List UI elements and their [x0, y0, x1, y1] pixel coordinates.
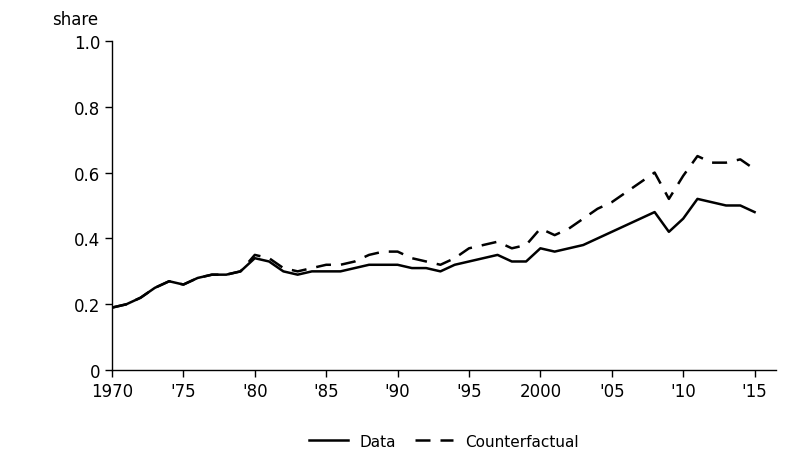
Data: [350, 266, 359, 271]
Data: [707, 200, 717, 206]
Counterfactual: [678, 174, 688, 179]
Data: [493, 252, 502, 258]
Counterfactual: [436, 263, 446, 268]
Counterfactual: [378, 249, 388, 255]
Counterfactual: [393, 249, 402, 255]
Data: [622, 223, 631, 229]
Data: [735, 203, 745, 209]
Counterfactual: [164, 279, 174, 284]
Data: [322, 269, 331, 275]
Text: share: share: [52, 11, 98, 29]
Counterfactual: [722, 161, 731, 166]
Data: [307, 269, 317, 275]
Counterfactual: [222, 272, 231, 278]
Data: [578, 243, 588, 248]
Data: [178, 282, 188, 288]
Data: [407, 266, 417, 271]
Counterfactual: [493, 239, 502, 245]
Counterfactual: [550, 233, 559, 238]
Data: [750, 210, 759, 215]
Data: [535, 246, 545, 251]
Counterfactual: [564, 226, 574, 232]
Data: [264, 259, 274, 265]
Data: [422, 266, 431, 271]
Data: [122, 302, 131, 307]
Data: [607, 230, 617, 235]
Data: [664, 230, 674, 235]
Counterfactual: [364, 252, 374, 258]
Counterfactual: [522, 243, 531, 248]
Counterfactual: [307, 266, 317, 271]
Data: [478, 256, 488, 262]
Data: [593, 236, 602, 242]
Data: [164, 279, 174, 284]
Counterfactual: [178, 282, 188, 288]
Counterfactual: [278, 266, 288, 271]
Counterfactual: [250, 252, 259, 258]
Line: Data: Data: [112, 200, 754, 308]
Data: [336, 269, 346, 275]
Data: [107, 305, 117, 311]
Data: [293, 272, 302, 278]
Data: [464, 259, 474, 265]
Data: [635, 216, 645, 222]
Data: [150, 285, 160, 291]
Counterfactual: [750, 167, 759, 173]
Counterfactual: [635, 180, 645, 186]
Counterfactual: [264, 256, 274, 262]
Data: [222, 272, 231, 278]
Data: [450, 263, 459, 268]
Data: [650, 210, 659, 215]
Counterfactual: [407, 256, 417, 262]
Legend: Data, Counterfactual: Data, Counterfactual: [303, 428, 585, 455]
Counterfactual: [535, 226, 545, 232]
Counterfactual: [207, 272, 217, 278]
Counterfactual: [322, 263, 331, 268]
Counterfactual: [735, 157, 745, 163]
Counterfactual: [507, 246, 517, 251]
Data: [207, 272, 217, 278]
Data: [378, 263, 388, 268]
Data: [393, 263, 402, 268]
Counterfactual: [450, 256, 459, 262]
Data: [678, 216, 688, 222]
Counterfactual: [422, 259, 431, 265]
Data: [278, 269, 288, 275]
Counterfactual: [464, 246, 474, 251]
Counterfactual: [122, 302, 131, 307]
Counterfactual: [707, 161, 717, 166]
Data: [364, 263, 374, 268]
Counterfactual: [578, 216, 588, 222]
Data: [722, 203, 731, 209]
Counterfactual: [293, 269, 302, 275]
Counterfactual: [622, 190, 631, 196]
Counterfactual: [607, 200, 617, 206]
Counterfactual: [193, 275, 202, 281]
Data: [507, 259, 517, 265]
Data: [693, 197, 702, 202]
Counterfactual: [236, 269, 246, 275]
Data: [550, 249, 559, 255]
Data: [522, 259, 531, 265]
Data: [564, 246, 574, 251]
Line: Counterfactual: Counterfactual: [112, 156, 754, 308]
Counterfactual: [478, 243, 488, 248]
Data: [436, 269, 446, 275]
Counterfactual: [650, 170, 659, 176]
Counterfactual: [150, 285, 160, 291]
Counterfactual: [336, 263, 346, 268]
Counterfactual: [593, 206, 602, 212]
Counterfactual: [664, 197, 674, 202]
Counterfactual: [136, 295, 146, 301]
Counterfactual: [693, 154, 702, 159]
Counterfactual: [107, 305, 117, 311]
Data: [236, 269, 246, 275]
Data: [250, 256, 259, 262]
Counterfactual: [350, 259, 359, 265]
Data: [193, 275, 202, 281]
Data: [136, 295, 146, 301]
